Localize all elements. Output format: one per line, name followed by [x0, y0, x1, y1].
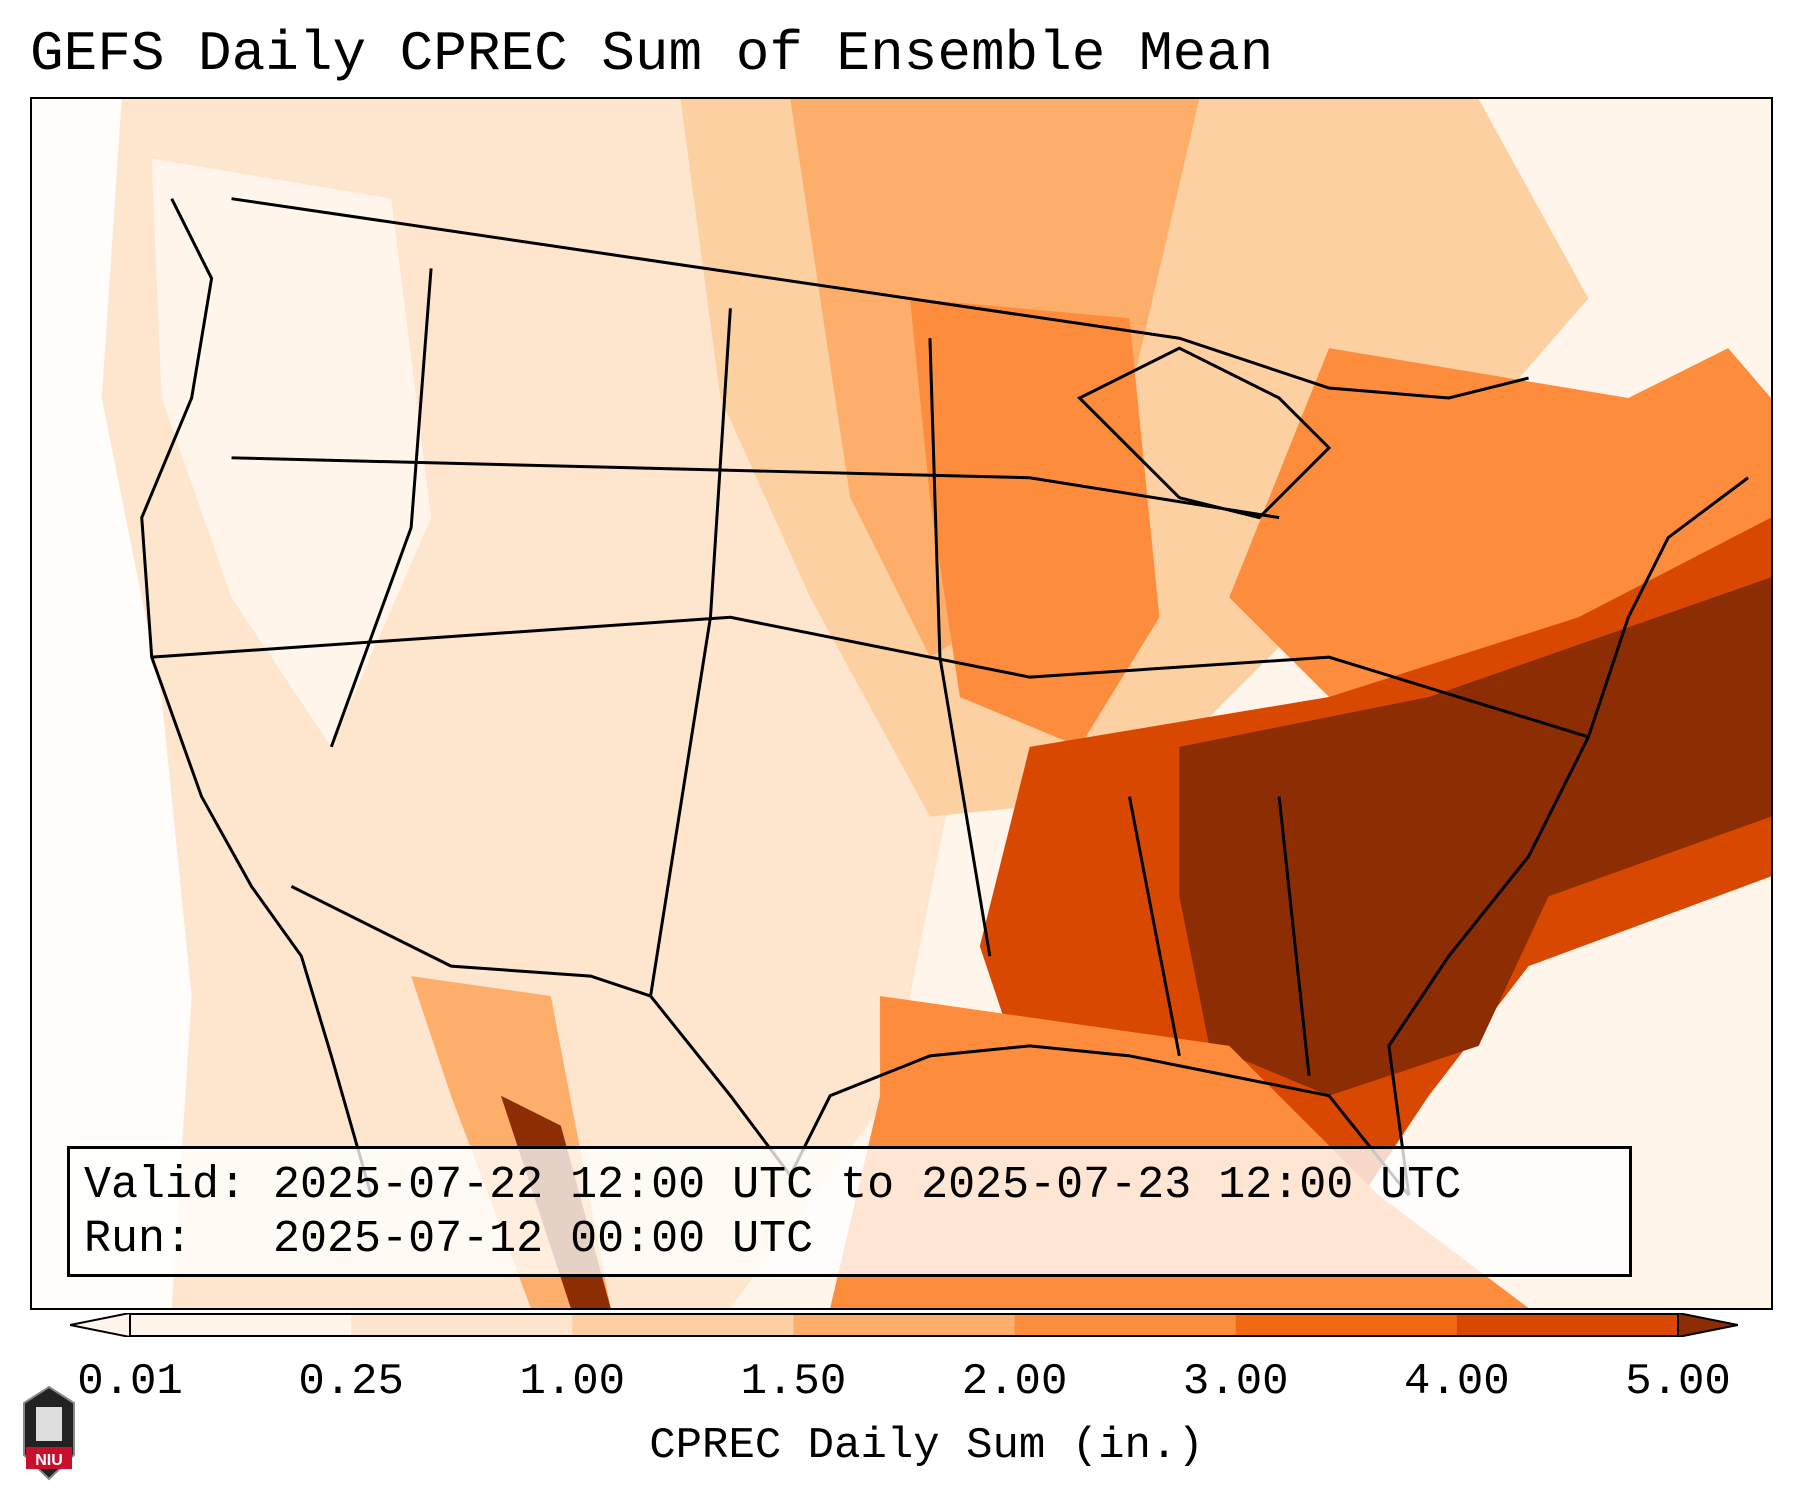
state-line-a [329, 268, 433, 748]
colorbar-outline [129, 1313, 1679, 1337]
valid-row: Valid: 2025-07-22 12:00 UTC to 2025-07-2… [84, 1159, 1615, 1213]
logo-building [36, 1407, 62, 1441]
colorbar-segment [1456, 1313, 1679, 1337]
valid-label: Valid: [84, 1160, 247, 1211]
map-canvas [32, 99, 1771, 1308]
colorbar-label: CPREC Daily Sum (in.) [649, 1421, 1204, 1471]
map-outlines [140, 197, 1749, 1197]
great-lakes [1077, 346, 1332, 520]
mexico-border [290, 885, 792, 1177]
university-logo-icon: NIU [23, 1385, 75, 1481]
colorbar-tick-label: 5.00 [1625, 1357, 1731, 1407]
state-line-c [928, 338, 992, 957]
map-title: GEFS Daily CPREC Sum of Ensemble Mean [30, 22, 1274, 86]
field-northwest-dry [151, 158, 432, 747]
colorbar-tick-label: 4.00 [1404, 1357, 1510, 1407]
west-coastline [140, 198, 373, 1196]
colorbar-segment [130, 1313, 352, 1337]
state-line-f [1128, 796, 1181, 1057]
run-row: Run: 2025-07-12 00:00 UTC [84, 1213, 1615, 1267]
run-label: Run: [84, 1214, 193, 1265]
canada-border [231, 197, 1529, 400]
valid-run-info: Valid: 2025-07-22 12:00 UTC to 2025-07-2… [67, 1146, 1632, 1277]
colorbar-segment [1014, 1313, 1237, 1337]
colorbar-tick-label: 0.25 [298, 1357, 404, 1407]
colorbar-segment [351, 1313, 573, 1337]
colorbar-segment [1235, 1313, 1458, 1337]
field-southeast-max [1179, 577, 1771, 1096]
state-line-e [231, 456, 1280, 520]
logo-text: NIU [35, 1452, 63, 1469]
gulf-coastline [788, 1044, 1411, 1197]
colorbar-tick-label: 0.01 [77, 1357, 183, 1407]
colorbar-tick-label: 1.00 [519, 1357, 626, 1407]
colorbar-extend-high [1677, 1313, 1738, 1337]
colorbar-extend-low [70, 1313, 131, 1337]
colorbar-tick-label: 2.00 [961, 1357, 1068, 1407]
field-pacific [32, 99, 192, 1308]
state-line-g [1277, 796, 1311, 1076]
state-line-d [151, 615, 1589, 739]
colorbar [70, 1313, 1738, 1337]
run-value: 2025-07-12 00:00 UTC [273, 1214, 814, 1265]
valid-value: 2025-07-22 12:00 UTC to 2025-07-23 12:00… [273, 1160, 1462, 1211]
colorbar-segment [793, 1313, 1016, 1337]
colorbar-ticks: 0.01 0.25 1.00 1.50 2.00 3.00 4.00 5.00 [0, 1355, 1803, 1409]
colorbar-tick-label: 1.50 [740, 1357, 847, 1407]
field-upper-midwest [909, 298, 1160, 747]
logo-banner [26, 1447, 72, 1469]
colorbar-segment [572, 1313, 794, 1337]
atlantic-coastline [1387, 476, 1749, 1196]
colorbar-tick-label: 3.00 [1182, 1357, 1289, 1407]
precip-map [30, 97, 1773, 1310]
